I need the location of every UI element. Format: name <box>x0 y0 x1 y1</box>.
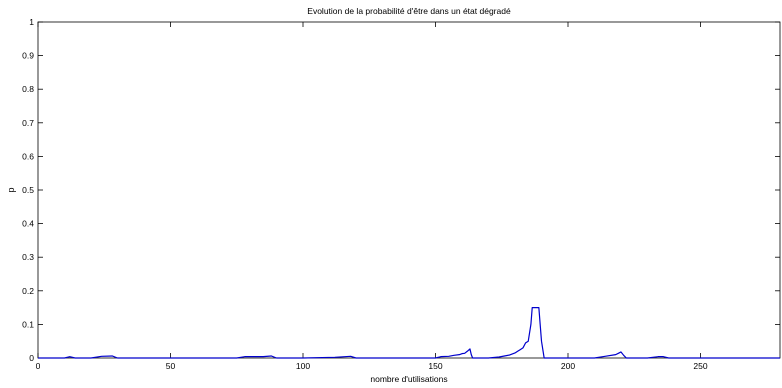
y-tick-label: 0.3 <box>22 252 34 262</box>
chart-title: Evolution de la probabilité d'être dans … <box>307 6 511 16</box>
x-tick-label: 50 <box>166 361 176 371</box>
series-line <box>38 307 780 359</box>
x-axis-label: nombre d'utilisations <box>370 374 447 384</box>
x-axis: 0 50 100 150 200 250 <box>36 22 708 371</box>
y-axis-label: p <box>6 187 16 192</box>
y-tick-label: 0 <box>29 353 34 363</box>
y-tick-label: 0.4 <box>22 219 34 229</box>
y-tick-label: 0.6 <box>22 151 34 161</box>
y-tick-label: 0.9 <box>22 51 34 61</box>
y-axis: 0 0.1 0.2 0.3 0.4 0.5 0.6 0.7 0.8 0.9 1 <box>22 17 780 363</box>
x-tick-label: 200 <box>561 361 575 371</box>
y-tick-label: 0.2 <box>22 286 34 296</box>
y-tick-label: 1 <box>29 17 34 27</box>
x-tick-label: 0 <box>36 361 41 371</box>
y-tick-label: 0.1 <box>22 319 34 329</box>
y-tick-label: 0.5 <box>22 185 34 195</box>
y-tick-label: 0.8 <box>22 84 34 94</box>
x-tick-label: 150 <box>428 361 442 371</box>
x-tick-label: 100 <box>296 361 310 371</box>
x-tick-label: 250 <box>693 361 707 371</box>
y-tick-label: 0.7 <box>22 118 34 128</box>
